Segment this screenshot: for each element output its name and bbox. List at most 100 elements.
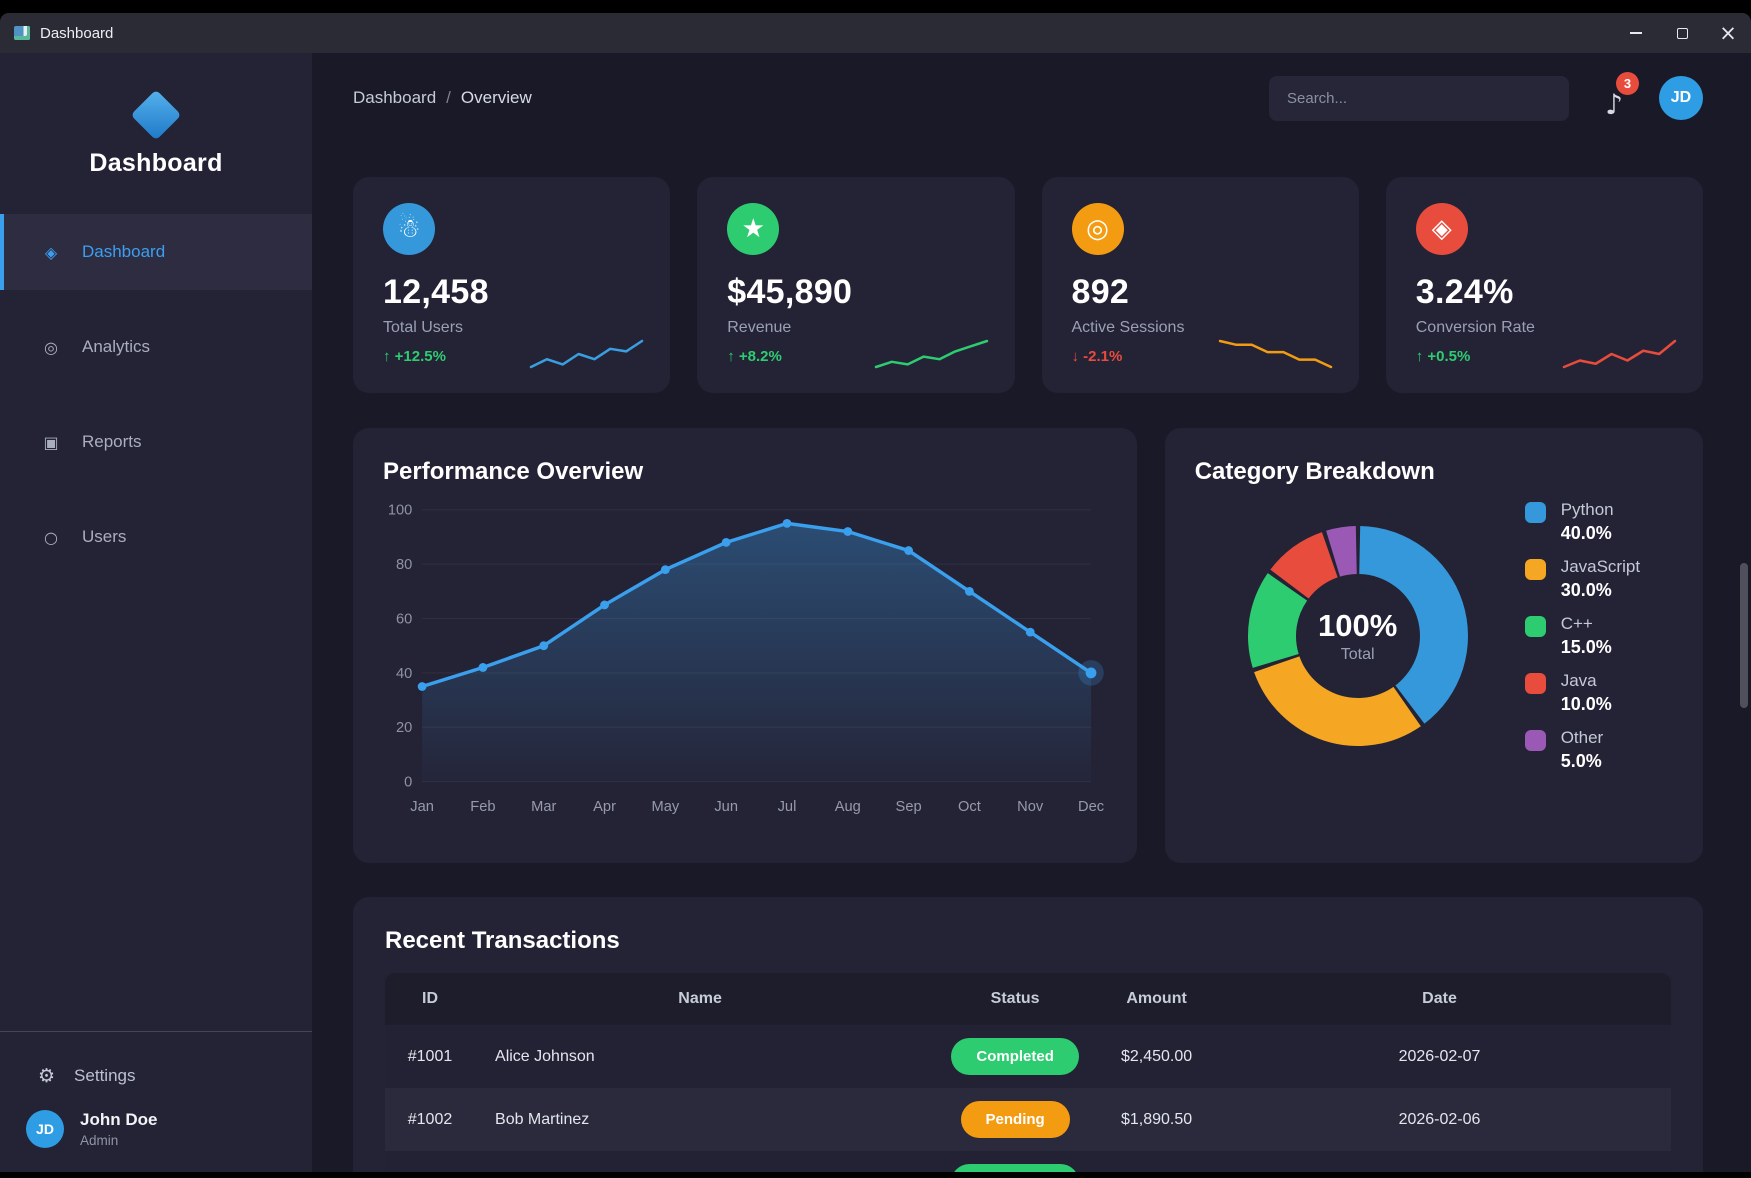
column-header-status: Status — [925, 973, 1106, 1025]
report-icon: ▣ — [43, 432, 59, 452]
svg-text:Jun: Jun — [714, 799, 738, 815]
data-point-Jan — [417, 682, 427, 691]
target-icon: ◎ — [44, 337, 58, 357]
category-card: Category Breakdown 100% Total Python 40.0… — [1164, 428, 1703, 863]
legend-item-other[interactable]: Other 5.0% — [1524, 728, 1640, 772]
diamond-icon: ◈ — [44, 242, 58, 262]
cell-amount: $2,450.00 — [1120, 1047, 1193, 1065]
column-header-name: Name — [475, 973, 926, 1025]
status-badge: Completed — [951, 1038, 1079, 1075]
cell-date — [1208, 1151, 1671, 1172]
sidebar-item-reports[interactable]: ▣ Reports — [0, 404, 312, 480]
close-button[interactable]: × — [1705, 13, 1751, 53]
svg-text:20: 20 — [396, 720, 412, 736]
window-controls: × — [1613, 13, 1751, 53]
profile-meta: John Doe Admin — [80, 1110, 157, 1148]
user-avatar[interactable]: JD — [1659, 76, 1703, 120]
close-icon: × — [1719, 20, 1737, 45]
legend-item-java[interactable]: Java 10.0% — [1524, 671, 1640, 715]
svg-text:100: 100 — [388, 503, 412, 519]
column-header-id: ID — [385, 973, 476, 1025]
cell-id: #1001 — [407, 1047, 453, 1065]
transactions-card: Recent Transactions ID Name Status Amount Da… — [353, 897, 1703, 1172]
cell-id: #1002 — [407, 1110, 453, 1128]
window-title: Dashboard — [40, 24, 114, 42]
svg-text:40: 40 — [396, 666, 412, 682]
legend-name: Java — [1560, 671, 1597, 690]
stat-card-revenue: ★ $45,890 Revenue ↑ +8.2% — [697, 177, 1015, 393]
sidebar-item-dashboard[interactable]: ◈ Dashboard — [0, 214, 312, 290]
svg-text:Aug: Aug — [835, 799, 861, 815]
topbar: Dashboard / Overview ♪ 3 JD — [353, 72, 1703, 121]
legend-percent: 5.0% — [1560, 751, 1602, 771]
legend-text: Java 10.0% — [1561, 671, 1612, 715]
cell-name: Alice Johnson — [495, 1047, 595, 1065]
performance-title: Performance Overview — [383, 458, 644, 485]
data-point-Nov — [1025, 627, 1035, 637]
svg-text:Apr: Apr — [593, 799, 616, 815]
legend-name: JavaScript — [1560, 557, 1641, 576]
topbar-right: ♪ 3 JD — [1269, 72, 1703, 121]
stat-label: Conversion Rate — [1415, 319, 1535, 336]
legend-item-javascript[interactable]: JavaScript 30.0% — [1524, 557, 1640, 601]
category-donut-chart — [1247, 526, 1468, 746]
breadcrumb-separator: / — [446, 88, 451, 107]
cell-status: Completed — [925, 1151, 1105, 1172]
legend-text: Python 40.0% — [1561, 500, 1614, 544]
svg-text:Nov: Nov — [1017, 799, 1044, 815]
data-point-Jul — [782, 518, 792, 528]
data-point-Feb — [478, 663, 488, 672]
notifications-button[interactable]: ♪ 3 — [1597, 72, 1639, 121]
legend-percent: 15.0% — [1560, 637, 1612, 657]
profile-avatar: JD — [26, 1110, 64, 1148]
music-note-icon: ♪ — [1605, 88, 1623, 121]
data-point-Apr — [600, 600, 609, 610]
data-point-May — [660, 565, 670, 574]
table-row-partial[interactable]: Completed — [385, 1151, 1671, 1172]
maximize-button[interactable] — [1659, 13, 1705, 53]
search-input[interactable] — [1269, 75, 1569, 121]
svg-text:Mar: Mar — [531, 799, 556, 815]
star-icon: ★ — [727, 203, 780, 255]
titlebar-left: Dashboard — [0, 25, 1613, 42]
sidebar-item-analytics[interactable]: ◎ Analytics — [0, 309, 312, 385]
transactions-table: ID Name Status Amount Date #1001 Alice Johnso… — [385, 973, 1671, 1172]
legend-item-python[interactable]: Python 40.0% — [1524, 500, 1640, 544]
main-content: Dashboard / Overview ♪ 3 JD ☃ 12,458 Total… — [313, 53, 1751, 1172]
legend-name: Python — [1560, 500, 1614, 519]
legend-item-c++[interactable]: C++ 15.0% — [1524, 614, 1640, 658]
minimize-button[interactable] — [1613, 13, 1659, 53]
stat-trend: ↓ -2.1% — [1071, 348, 1123, 365]
sidebar-nav: ◈ Dashboard ◎ Analytics ▣ Reports ○ Users — [0, 214, 312, 594]
column-header-date: Date — [1208, 973, 1671, 1025]
legend-swatch — [1524, 559, 1546, 580]
window-titlebar: Dashboard × — [0, 13, 1751, 53]
breadcrumb-root[interactable]: Dashboard — [353, 88, 437, 107]
performance-card: Performance Overview 0 20 40 60 80 100 Jan Feb M… — [353, 428, 1137, 863]
table-header-row: ID Name Status Amount Date — [385, 973, 1671, 1025]
logo-diamond-icon — [130, 89, 182, 141]
app-logo: Dashboard — [0, 53, 312, 178]
notification-badge: 3 — [1616, 72, 1639, 95]
table-row[interactable]: #1002 Bob Martinez Pending $1,890.50 2026-02… — [385, 1088, 1671, 1151]
snowman-icon: ☃ — [383, 203, 435, 255]
data-point-Mar — [539, 641, 549, 651]
sidebar-profile[interactable]: JD John Doe Admin — [0, 1110, 312, 1148]
scrollbar-thumb[interactable] — [1740, 563, 1748, 708]
sparkline — [530, 339, 644, 369]
legend-text: C++ 15.0% — [1561, 614, 1612, 658]
sidebar-item-users[interactable]: ○ Users — [0, 499, 312, 575]
legend-text: JavaScript 30.0% — [1561, 557, 1640, 601]
legend-name: Other — [1560, 728, 1604, 747]
legend-name: C++ — [1560, 614, 1593, 633]
table-row[interactable]: #1001 Alice Johnson Completed $2,450.00 2026… — [385, 1025, 1671, 1088]
donut-box: 100% Total — [1223, 501, 1493, 771]
stat-value: 3.24% — [1415, 273, 1514, 311]
sidebar-item-label: Analytics — [82, 337, 151, 356]
charts-row: Performance Overview 0 20 40 60 80 100 Jan Feb M… — [353, 428, 1703, 863]
legend-percent: 30.0% — [1560, 580, 1612, 600]
app-icon — [14, 26, 30, 40]
sidebar-item-settings[interactable]: ⚙ Settings — [0, 1054, 312, 1098]
stat-trend: ↑ +8.2% — [727, 348, 782, 365]
